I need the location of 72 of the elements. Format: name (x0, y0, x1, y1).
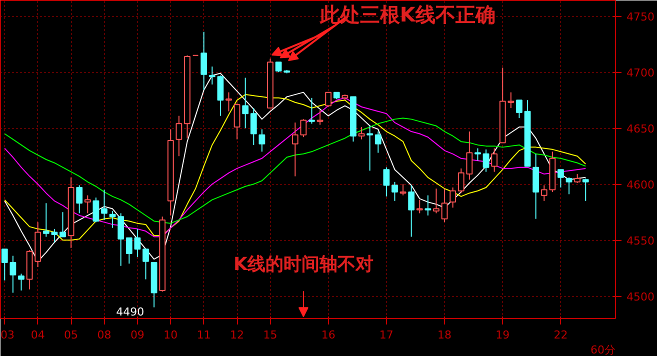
annotation: 4490 (116, 306, 144, 319)
annotation: K线的时间轴不对 (233, 254, 374, 276)
candlestick (383, 166, 390, 197)
x-tick-label: 22 (554, 328, 568, 342)
candlestick (242, 77, 249, 129)
candlestick (392, 181, 398, 202)
candlestick (18, 273, 24, 292)
candlestick (60, 212, 66, 238)
candlestick (450, 186, 456, 208)
text: 60分 (590, 344, 616, 356)
candlestick (1, 248, 8, 281)
candlestick (200, 31, 208, 91)
candlestick (51, 228, 58, 243)
candlestick (482, 148, 490, 172)
candlestick (258, 128, 266, 152)
candlestick (84, 194, 91, 214)
x-tick-label: 12 (230, 328, 244, 342)
x-tick-label: 17 (379, 328, 394, 342)
candlestick (76, 184, 83, 214)
candlestick (316, 110, 324, 126)
candlestick (10, 255, 16, 294)
x-tick-label: 03 (0, 328, 14, 342)
candlestick (142, 248, 149, 280)
candlestick (325, 92, 332, 108)
x-tick-label: 08 (97, 328, 112, 342)
candlestick (516, 100, 522, 119)
y-tick-label: 4700 (626, 66, 654, 80)
candlestick (558, 169, 564, 188)
candlestick (92, 197, 100, 223)
x-tick-label: 09 (130, 328, 144, 342)
candlestick (250, 107, 257, 146)
y-tick-label: 4500 (626, 290, 654, 304)
candlestick (358, 126, 365, 140)
candlestick (366, 125, 374, 172)
candlestick (292, 122, 298, 177)
candlestick (217, 75, 224, 116)
candlestick (109, 210, 116, 228)
candlestick (491, 148, 498, 172)
candlestick (566, 176, 572, 195)
y-tick-label: 4600 (626, 178, 654, 192)
x-tick-label: 15 (263, 328, 278, 342)
candlestick (400, 184, 406, 196)
candlestick (582, 178, 589, 202)
candlestick (101, 189, 108, 220)
y-tick-label: 4550 (626, 234, 654, 248)
x-tick-label: 18 (438, 328, 452, 342)
line-series (4, 118, 586, 224)
annotation: 此处三根K线不正确 (318, 2, 496, 26)
x-tick-label: 11 (196, 328, 211, 342)
candlestick (176, 115, 182, 157)
candlestick (441, 188, 448, 223)
candlestick (118, 212, 124, 266)
y-tick-label: 4650 (626, 122, 654, 136)
candlestick (308, 97, 315, 124)
x-tick-label: 10 (164, 328, 178, 342)
x-tick-label: 19 (496, 328, 510, 342)
candlestick (424, 194, 432, 216)
candlestick (416, 199, 423, 214)
x-tick-label: 05 (64, 328, 78, 342)
candlestick (208, 66, 216, 85)
x-tick-label: 16 (321, 328, 336, 342)
candlestick (474, 148, 481, 162)
candlestick (226, 92, 232, 112)
y-tick-label: 4750 (626, 10, 654, 24)
candlestick (300, 118, 307, 138)
candlestick (374, 131, 382, 154)
candlestick (408, 184, 415, 238)
candlestick (433, 188, 440, 214)
candlestick (234, 103, 240, 140)
candlestick (42, 202, 50, 238)
candlestick (275, 62, 282, 73)
x-tick-label: 04 (30, 328, 45, 342)
